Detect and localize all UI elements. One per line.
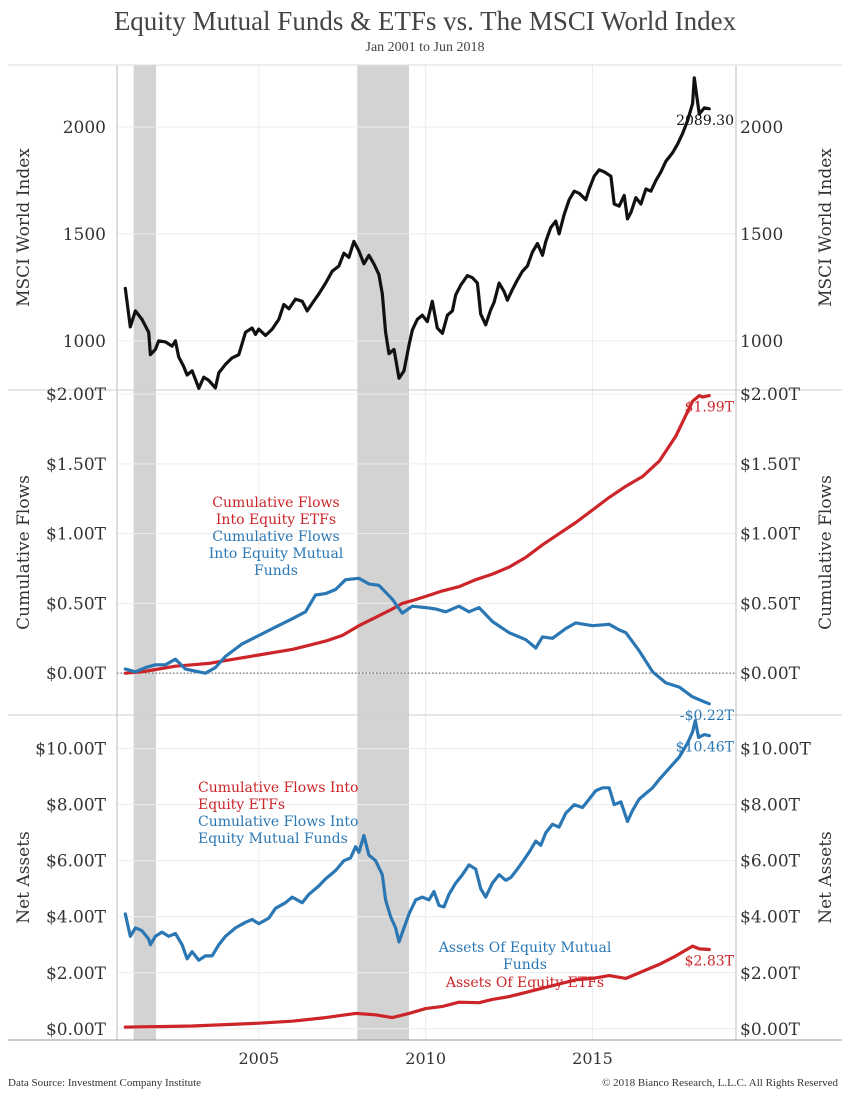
flows-y-tick-left: $0.00T bbox=[46, 664, 107, 684]
assets-y-tick-left: $6.00T bbox=[46, 852, 107, 872]
chart-title: Equity Mutual Funds & ETFs vs. The MSCI … bbox=[113, 6, 737, 36]
msci-y-tick-right: 1500 bbox=[740, 225, 783, 245]
flows-y-tick-left: $0.50T bbox=[46, 594, 107, 614]
flows-y-tick-left: $1.00T bbox=[46, 525, 107, 545]
flows-end-value-label: $1.99T bbox=[685, 400, 735, 416]
assets-end-value-label: $2.83T bbox=[685, 954, 735, 970]
msci-end-value-label: 2089.30 bbox=[676, 113, 734, 129]
data-source-note: Data Source: Investment Company Institut… bbox=[8, 1077, 202, 1089]
plot-frame bbox=[8, 64, 842, 1041]
assets-legend-text: Cumulative Flows Into bbox=[198, 814, 358, 830]
assets-mutual-funds-series-name: Assets Of Equity Mutual bbox=[438, 940, 612, 956]
assets-y-axis-title-right: Net Assets bbox=[816, 831, 836, 924]
assets-y-tick-right: $10.00T bbox=[740, 740, 811, 760]
assets-y-tick-left: $10.00T bbox=[35, 740, 106, 760]
assets-y-tick-right: $4.00T bbox=[740, 908, 801, 928]
assets-legend-text: Equity ETFs bbox=[198, 797, 285, 813]
assets-y-tick-left: $8.00T bbox=[46, 796, 107, 816]
x-tick-label: 2015 bbox=[572, 1049, 613, 1068]
msci-y-tick-right: 1000 bbox=[740, 332, 783, 352]
flows-y-axis-title-right: Cumulative Flows bbox=[816, 475, 836, 630]
flows-y-axis-title-left: Cumulative Flows bbox=[14, 475, 34, 630]
copyright-note: © 2018 Bianco Research, L.L.C. All Right… bbox=[602, 1077, 838, 1089]
assets-y-tick-right: $8.00T bbox=[740, 796, 801, 816]
flows-y-tick-right: $0.00T bbox=[740, 664, 801, 684]
assets-mutual-funds-series-name: Funds bbox=[503, 957, 547, 973]
assets-end-value-label: $10.46T bbox=[676, 740, 735, 756]
assets-etf-series-name: Assets Of Equity ETFs bbox=[445, 975, 604, 991]
annotations: 2089.30 $1.99T -$0.22T $2.83T $10.46T Cumulat… bbox=[198, 113, 735, 991]
flows-series-line-0 bbox=[123, 394, 711, 675]
assets-series-line-0 bbox=[123, 944, 711, 1029]
msci-y-tick-left: 1500 bbox=[63, 225, 106, 245]
flows-y-tick-right: $1.50T bbox=[740, 455, 801, 475]
assets-y-tick-right: $2.00T bbox=[740, 964, 801, 984]
flows-y-tick-left: $1.50T bbox=[46, 455, 107, 475]
grid-lines bbox=[117, 65, 736, 1040]
flows-series-line-1 bbox=[123, 576, 711, 706]
chart-subtitle: Jan 2001 to Jun 2018 bbox=[365, 40, 485, 55]
flows-legend-text: Funds bbox=[254, 563, 298, 579]
recession-bands bbox=[133, 65, 409, 1040]
flows-legend-text: Cumulative Flows bbox=[212, 495, 339, 511]
msci-y-tick-left: 1000 bbox=[63, 332, 106, 352]
recession-band-0 bbox=[133, 65, 157, 1040]
assets-legend-text: Cumulative Flows Into bbox=[198, 780, 358, 796]
flows-y-tick-right: $2.00T bbox=[740, 385, 801, 405]
assets-y-tick-left: $0.00T bbox=[46, 1020, 107, 1040]
assets-y-axis-title-left: Net Assets bbox=[14, 831, 34, 924]
x-tick-label: 2005 bbox=[238, 1049, 279, 1068]
assets-y-tick-left: $2.00T bbox=[46, 964, 107, 984]
series-lines bbox=[123, 76, 711, 1029]
x-tick-label: 2010 bbox=[405, 1049, 446, 1068]
assets-y-tick-right: $6.00T bbox=[740, 852, 801, 872]
flows-legend-text: Cumulative Flows bbox=[212, 529, 339, 545]
recession-band-1 bbox=[357, 65, 409, 1040]
msci-y-axis-title-right: MSCI World Index bbox=[816, 148, 836, 307]
assets-y-tick-left: $4.00T bbox=[46, 908, 107, 928]
flows-y-tick-right: $0.50T bbox=[740, 594, 801, 614]
assets-series-line-1 bbox=[123, 719, 711, 962]
assets-legend-text: Equity Mutual Funds bbox=[198, 831, 348, 847]
msci-y-axis-title-left: MSCI World Index bbox=[14, 148, 34, 307]
flows-y-tick-left: $2.00T bbox=[46, 385, 107, 405]
flows-legend-text: Into Equity ETFs bbox=[216, 512, 336, 528]
flows-y-tick-right: $1.00T bbox=[740, 525, 801, 545]
flows-end-value-label: -$0.22T bbox=[680, 708, 735, 724]
assets-y-tick-right: $0.00T bbox=[740, 1020, 801, 1040]
flows-legend-text: Into Equity Mutual bbox=[209, 546, 344, 562]
msci-y-tick-right: 2000 bbox=[740, 118, 783, 138]
msci-series-line-0 bbox=[123, 76, 711, 390]
msci-y-tick-left: 2000 bbox=[63, 118, 106, 138]
axes: 2005 2010 2015 1000 1000 1500 1500 2000 2000 MSCI… bbox=[14, 118, 836, 1068]
